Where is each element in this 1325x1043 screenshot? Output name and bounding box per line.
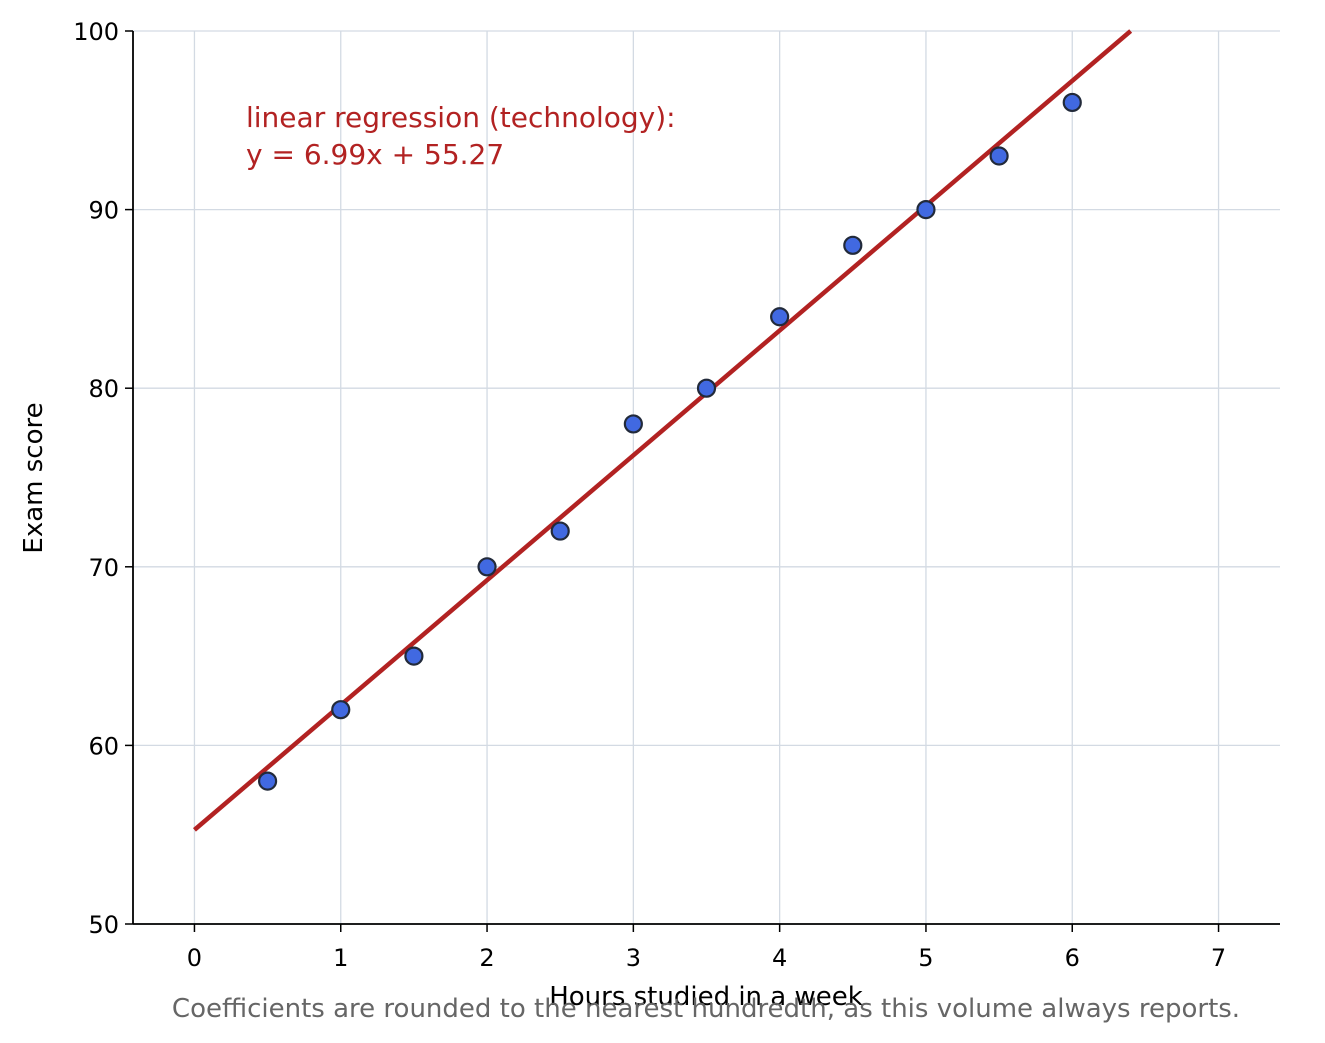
x-tick-label: 4 bbox=[772, 944, 787, 972]
x-tick-label: 3 bbox=[626, 944, 641, 972]
data-point bbox=[404, 646, 424, 666]
y-tick-label: 60 bbox=[88, 732, 119, 760]
y-tick-label: 70 bbox=[88, 554, 119, 582]
data-point bbox=[1062, 92, 1082, 113]
footnote: Coefficients are rounded to the nearest … bbox=[172, 994, 1240, 1024]
data-point bbox=[623, 414, 643, 434]
regression-line bbox=[192, 29, 1133, 832]
data-point bbox=[843, 235, 863, 255]
x-axis-label: Hours studied in a week bbox=[549, 982, 863, 1012]
x-tick-label: 5 bbox=[918, 944, 933, 972]
y-tick-label: 50 bbox=[88, 911, 119, 939]
x-tick-label: 2 bbox=[479, 944, 494, 972]
data-point bbox=[550, 521, 570, 541]
y-axis-label: Exam score bbox=[19, 402, 49, 553]
data-point bbox=[989, 146, 1009, 166]
axes bbox=[132, 31, 1280, 925]
data-point bbox=[257, 771, 278, 791]
regression-annotation: linear regression (technology): y = 6.99… bbox=[246, 101, 676, 171]
data-point bbox=[770, 307, 790, 327]
annotation-line-1: linear regression (technology): bbox=[246, 101, 676, 134]
data-point bbox=[916, 200, 936, 220]
data-points bbox=[257, 92, 1082, 791]
y-tick-label: 90 bbox=[88, 197, 119, 225]
data-point bbox=[477, 557, 497, 577]
tick-labels: 0 1 2 3 4 5 6 7 50 60 70 80 90 100 bbox=[73, 18, 1226, 972]
y-tick-label: 80 bbox=[88, 375, 119, 403]
regression-line-group bbox=[192, 29, 1133, 832]
x-tick-label: 6 bbox=[1065, 944, 1080, 972]
data-point bbox=[331, 700, 351, 720]
y-tick-label: 100 bbox=[73, 18, 119, 46]
x-tick-label: 1 bbox=[333, 944, 348, 972]
annotation-line-2: y = 6.99x + 55.27 bbox=[246, 138, 504, 171]
grid-lines bbox=[133, 30, 1280, 925]
x-tick-label: 0 bbox=[187, 944, 202, 972]
x-tick-label: 7 bbox=[1211, 944, 1226, 972]
data-point bbox=[696, 378, 717, 398]
